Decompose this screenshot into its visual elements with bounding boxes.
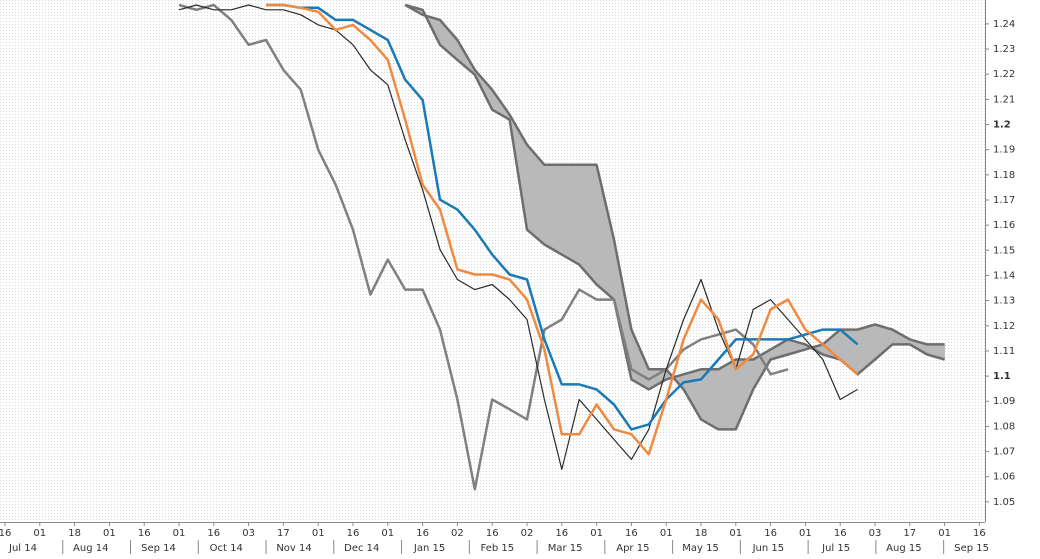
x-tick-label: 01 [173, 528, 186, 539]
x-tick-label: 01 [660, 528, 673, 539]
x-tick-label: 16 [834, 528, 847, 539]
x-tick-label: 16 [973, 528, 986, 539]
y-tick-label: 1.21 [993, 94, 1015, 105]
month-label: Jul 14 [8, 543, 37, 554]
x-tick-label: 17 [903, 528, 916, 539]
plot-background [0, 0, 985, 522]
x-tick-label: 16 [0, 528, 11, 539]
month-label: Jun 15 [752, 543, 785, 554]
x-tick-label: 16 [486, 528, 499, 539]
y-tick-label: 1.19 [993, 145, 1015, 156]
month-label: Dec 14 [344, 543, 379, 554]
x-tick-label: 16 [347, 528, 360, 539]
month-label: May 15 [682, 543, 719, 554]
series-line [178, 3, 789, 491]
x-tick-label: 16 [764, 528, 777, 539]
lines [178, 3, 945, 491]
x-tick-label: 01 [590, 528, 603, 539]
x-tick-label: 01 [799, 528, 812, 539]
x-tick-label: 17 [277, 528, 290, 539]
y-tick-label: 1.22 [993, 69, 1015, 80]
cloud-segment [718, 359, 737, 430]
x-tick-label: 16 [555, 528, 568, 539]
y-tick-label: 1.09 [993, 396, 1015, 407]
x-tick-label: 01 [33, 528, 46, 539]
y-tick-label: 1.18 [993, 170, 1015, 181]
x-tick-label: 16 [138, 528, 151, 539]
x-tick-label: 02 [451, 528, 464, 539]
x-tick-label: 03 [869, 528, 882, 539]
cloud-segment [544, 164, 563, 256]
x-tick-label: 18 [68, 528, 81, 539]
month-label: Nov 14 [276, 543, 311, 554]
y-tick-label: 1.14 [993, 270, 1015, 281]
y-tick-label: 1.08 [993, 421, 1015, 432]
y-tick-label: 1.1 [993, 371, 1011, 382]
x-tick-label: 01 [938, 528, 951, 539]
y-tick-label: 1.23 [993, 44, 1015, 55]
y-tick-label: 1.06 [993, 472, 1015, 483]
y-tick-label: 1.17 [993, 195, 1015, 206]
x-tick-label: 16 [207, 528, 220, 539]
series-line [266, 3, 859, 456]
month-label: Sep 15 [954, 543, 989, 554]
x-tick-label: 02 [521, 528, 534, 539]
month-label: Oct 14 [210, 543, 243, 554]
month-label: Aug 14 [73, 543, 108, 554]
month-label: Sep 14 [141, 543, 176, 554]
x-tick-label: 03 [242, 528, 255, 539]
x-tick-label: 01 [312, 528, 325, 539]
x-tick-label: 01 [729, 528, 742, 539]
y-tick-label: 1.2 [993, 120, 1011, 131]
month-label: Jul 15 [821, 543, 850, 554]
x-tick-label: 01 [103, 528, 116, 539]
y-tick-label: 1.24 [993, 19, 1015, 30]
x-tick-label: 16 [625, 528, 638, 539]
month-label: Aug 15 [886, 543, 921, 554]
x-tick-label: 18 [695, 528, 708, 539]
y-tick-label: 1.11 [993, 346, 1015, 357]
cloud-segment [561, 164, 580, 266]
axes: 1.05 1.06 1.07 1.08 1.09 1.1 1.11 1.12 1.13 1.14 1… [0, 19, 1015, 554]
x-tick-label: 16 [416, 528, 429, 539]
y-tick-label: 1.15 [993, 245, 1015, 256]
month-label: Jan 15 [413, 543, 445, 554]
y-tick-label: 1.13 [993, 296, 1015, 307]
month-label: Apr 15 [616, 543, 649, 554]
y-tick-label: 1.05 [993, 497, 1015, 508]
x-tick-label: 01 [381, 528, 394, 539]
month-label: Feb 15 [481, 543, 515, 554]
y-tick-label: 1.12 [993, 321, 1015, 332]
series-line [404, 3, 945, 431]
y-tick-label: 1.16 [993, 220, 1015, 231]
month-label: Mar 15 [548, 543, 583, 554]
y-tick-label: 1.07 [993, 447, 1015, 458]
